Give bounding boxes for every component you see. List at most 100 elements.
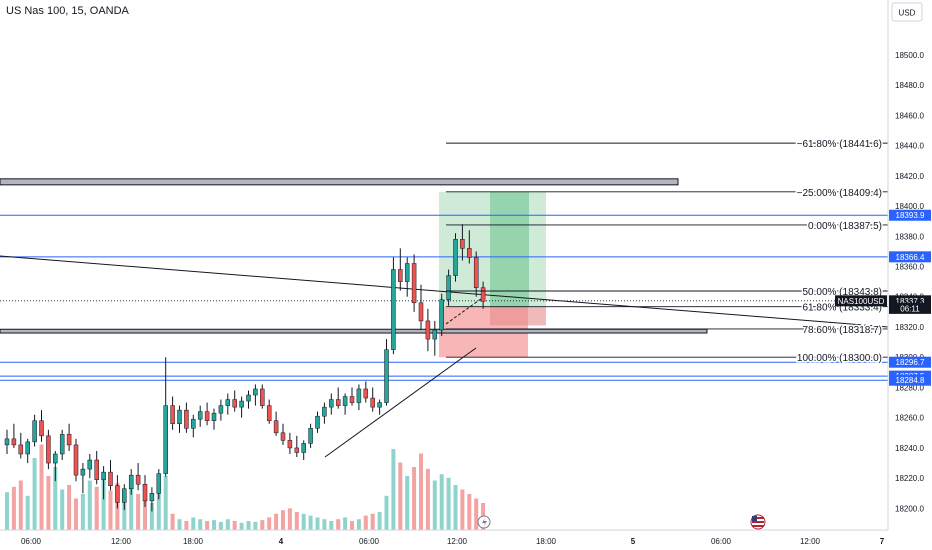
volume-bar bbox=[25, 495, 30, 530]
price-label-text: 18284.8 bbox=[896, 376, 925, 385]
volume-bar bbox=[149, 503, 154, 530]
candle-body bbox=[135, 474, 141, 485]
candle-body bbox=[122, 488, 127, 503]
volume-bar bbox=[108, 490, 113, 530]
price-label-text: NAS100USD bbox=[838, 297, 885, 306]
price-label-box bbox=[889, 251, 931, 263]
volume-bar bbox=[439, 474, 444, 530]
currency-button[interactable] bbox=[891, 2, 923, 22]
volume-bar bbox=[163, 476, 168, 530]
volume-bar bbox=[287, 508, 292, 530]
candle-body bbox=[204, 411, 210, 421]
volume-bar bbox=[143, 498, 147, 530]
candle-body bbox=[460, 239, 465, 249]
candle-body bbox=[446, 275, 451, 301]
volume-bar bbox=[412, 467, 417, 530]
candle-body bbox=[280, 432, 286, 441]
volume-bar bbox=[87, 480, 92, 530]
volume-bar bbox=[80, 494, 85, 530]
candle-body bbox=[177, 409, 182, 424]
volume-bar bbox=[198, 519, 203, 530]
symbol-title: US Nas 100, 15, OANDA bbox=[6, 5, 129, 17]
candle-body bbox=[253, 388, 258, 396]
time-tick-label: 18:00 bbox=[536, 537, 557, 546]
candle-body bbox=[59, 434, 65, 455]
volume-bar bbox=[239, 522, 244, 530]
candle-body bbox=[239, 400, 244, 408]
price-axis: USD18200.018220.018240.018260.018280.018… bbox=[835, 0, 931, 530]
volume-bar bbox=[205, 521, 210, 530]
price-tick-label: 18380.0 bbox=[895, 232, 924, 241]
volume-bar bbox=[391, 449, 396, 530]
volume-bar bbox=[474, 498, 479, 530]
candle-body bbox=[384, 349, 389, 403]
volume-bar bbox=[5, 492, 9, 530]
target-zone-filled bbox=[490, 191, 529, 307]
volume-bar bbox=[232, 521, 237, 530]
price-label-box bbox=[889, 295, 931, 307]
candle-body bbox=[94, 459, 99, 480]
candle-body bbox=[18, 444, 24, 455]
candle-body bbox=[108, 471, 113, 486]
candle-body bbox=[260, 388, 265, 406]
volume-bar bbox=[453, 485, 458, 530]
candle-body bbox=[87, 459, 93, 470]
volume-bar bbox=[11, 486, 16, 530]
volume-bar bbox=[156, 492, 161, 530]
candle-body bbox=[432, 329, 438, 340]
candle-body bbox=[232, 399, 237, 408]
candle-body bbox=[46, 435, 51, 464]
candle-body bbox=[32, 420, 37, 443]
candle-body bbox=[315, 415, 320, 429]
candle-body bbox=[342, 396, 348, 406]
price-tick-label: 18240.0 bbox=[895, 444, 924, 453]
time-tick-label: 18:00 bbox=[183, 537, 204, 546]
volume-bar bbox=[18, 480, 23, 530]
time-tick-label: 7 bbox=[880, 537, 885, 546]
candle-body bbox=[73, 444, 79, 476]
candle-body bbox=[128, 474, 134, 490]
price-label-text: 18366.4 bbox=[896, 253, 925, 262]
volume-bar bbox=[398, 462, 403, 530]
candle-body bbox=[197, 411, 203, 420]
candle-body bbox=[329, 399, 334, 408]
time-axis: 06:00 12:00 18:00 4 06:00 12:00 18:00 5 06:00 12:… bbox=[0, 514, 888, 546]
candle-body bbox=[480, 287, 486, 302]
candle-body bbox=[66, 434, 72, 446]
candle-body bbox=[225, 399, 231, 406]
candle-body bbox=[370, 397, 375, 408]
candle-body bbox=[218, 405, 224, 414]
volume-bar bbox=[218, 521, 223, 530]
candle-body bbox=[184, 409, 189, 429]
volume-bar bbox=[370, 513, 375, 530]
volume-bar bbox=[53, 467, 58, 530]
price-tick-label: 18460.0 bbox=[895, 111, 924, 120]
price-tick-label: 18480.0 bbox=[895, 81, 924, 90]
candle-body bbox=[377, 402, 382, 408]
time-tick-label: 06:00 bbox=[359, 537, 380, 546]
price-tick-label: 18320.0 bbox=[895, 323, 924, 332]
time-tick-label: 12:00 bbox=[111, 537, 132, 546]
candle-body bbox=[101, 471, 106, 480]
candle-body bbox=[4, 438, 10, 446]
volume-bar bbox=[322, 519, 327, 530]
us-flag-event-icon bbox=[750, 514, 766, 530]
candle-body bbox=[156, 473, 162, 494]
candle-body bbox=[425, 320, 431, 340]
volume-bar bbox=[315, 517, 320, 530]
price-label-box bbox=[889, 356, 931, 368]
time-tick-label: 4 bbox=[279, 537, 284, 546]
lightning-glyph bbox=[482, 518, 487, 527]
candle-body bbox=[39, 420, 44, 437]
price-label-box bbox=[889, 302, 931, 314]
volume-bar bbox=[308, 515, 313, 530]
price-label-box bbox=[889, 374, 931, 386]
candle-body bbox=[349, 396, 355, 403]
volume-bar bbox=[281, 510, 285, 530]
price-tick-label: 18360.0 bbox=[895, 263, 924, 272]
volume-bar bbox=[419, 453, 423, 530]
volume-bar bbox=[184, 521, 189, 530]
volume-bar bbox=[191, 517, 196, 530]
